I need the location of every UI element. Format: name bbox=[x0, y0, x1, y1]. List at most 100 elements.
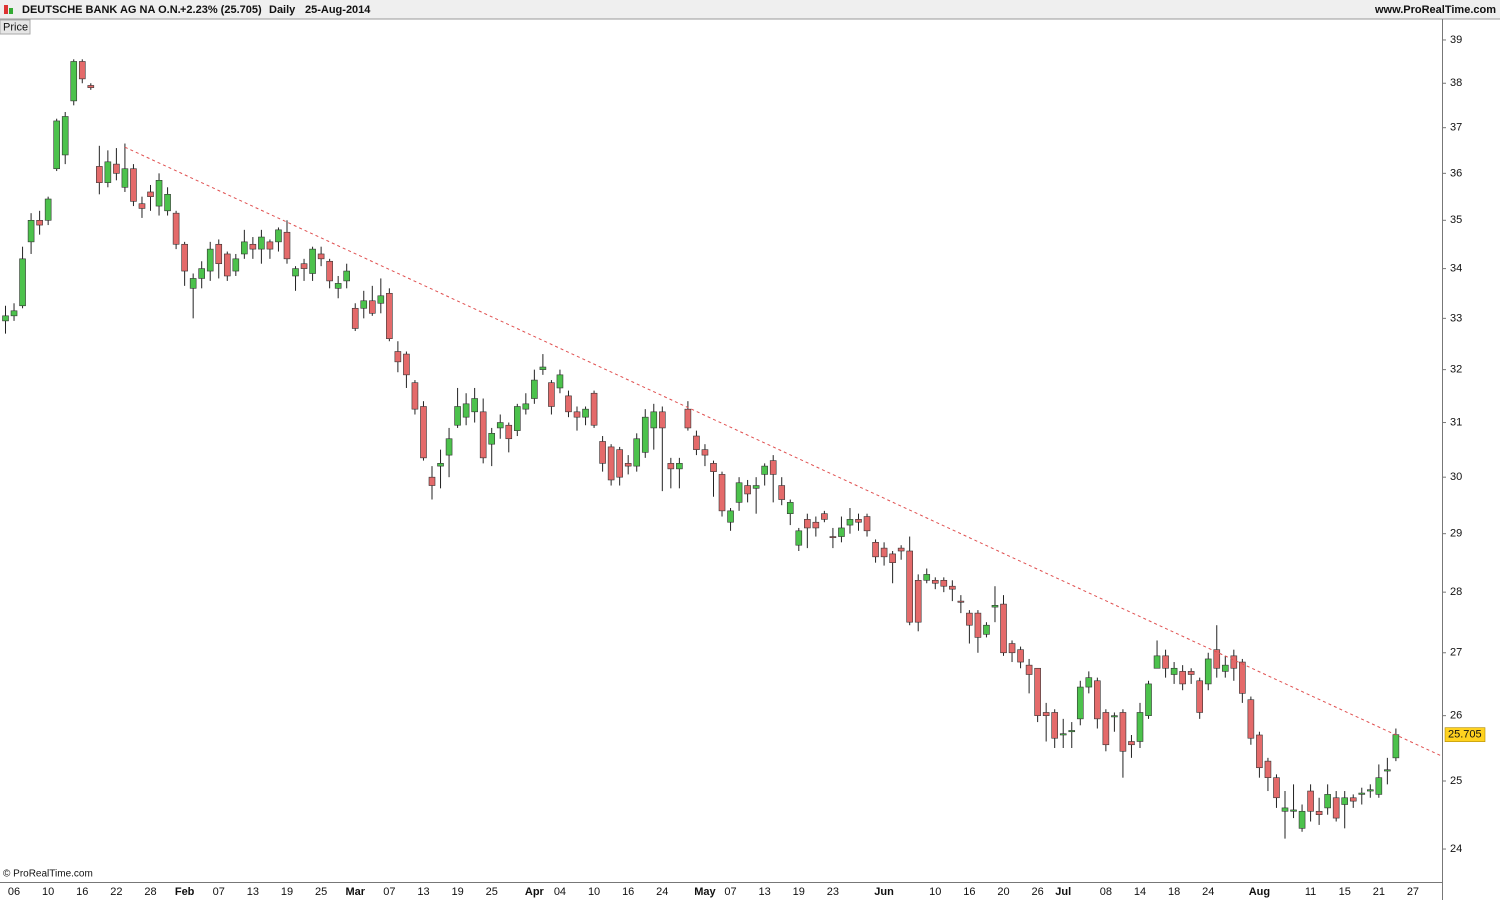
candle-body bbox=[940, 579, 948, 587]
candle-body bbox=[795, 530, 803, 546]
candle-body bbox=[121, 168, 129, 188]
candle-body bbox=[403, 353, 410, 376]
x-tick-label: 06 bbox=[8, 886, 20, 898]
candle-body bbox=[300, 263, 308, 269]
candle-body bbox=[488, 433, 496, 445]
candle-body bbox=[61, 116, 69, 156]
candle-body bbox=[1034, 667, 1041, 716]
x-tick-label: 26 bbox=[1032, 886, 1044, 898]
panel-label-box bbox=[0, 19, 31, 35]
candle-body bbox=[27, 219, 35, 243]
candle-body bbox=[1392, 734, 1400, 759]
candle-body bbox=[113, 163, 120, 174]
x-tick-label: 16 bbox=[76, 886, 88, 898]
x-tick-label: 04 bbox=[554, 886, 566, 898]
candle-body bbox=[624, 463, 632, 467]
x-tick-label: 21 bbox=[1373, 886, 1385, 898]
candle-body bbox=[1273, 777, 1280, 799]
candle-body bbox=[1017, 649, 1024, 663]
x-tick-label: 18 bbox=[1168, 886, 1180, 898]
candle-body bbox=[1068, 730, 1076, 733]
candle-body bbox=[1375, 777, 1383, 795]
candle-body bbox=[138, 203, 146, 209]
candle-body bbox=[1179, 671, 1186, 685]
candle-body bbox=[761, 465, 768, 475]
candle-body bbox=[343, 270, 351, 282]
candle-body bbox=[283, 231, 291, 260]
candle-body bbox=[1239, 661, 1246, 694]
candle-body bbox=[676, 463, 683, 470]
candle-body bbox=[386, 292, 393, 339]
candle-body bbox=[1111, 715, 1118, 718]
x-tick-label: 28 bbox=[144, 886, 156, 898]
candle-body bbox=[821, 513, 828, 520]
x-tick-label: 24 bbox=[656, 886, 668, 898]
candle-body bbox=[744, 485, 751, 495]
candle-body bbox=[1162, 655, 1169, 669]
candle-body bbox=[181, 243, 188, 272]
candle-body bbox=[667, 463, 675, 470]
last-value-box bbox=[1444, 727, 1486, 742]
candle-body bbox=[1059, 733, 1067, 736]
candle-body bbox=[368, 300, 376, 314]
candle-body bbox=[659, 411, 666, 429]
x-tick-label: 16 bbox=[963, 886, 975, 898]
header-icon bbox=[4, 5, 8, 14]
candle-body bbox=[641, 416, 649, 453]
candle-body bbox=[565, 395, 572, 413]
y-tick-label: 33 bbox=[1450, 312, 1462, 324]
candle-body bbox=[505, 424, 513, 440]
candle-body bbox=[223, 253, 231, 277]
watermark: © ProRealTime.com bbox=[3, 869, 93, 880]
x-tick-label: 13 bbox=[417, 886, 429, 898]
candle-body bbox=[1349, 797, 1357, 802]
trendline bbox=[124, 146, 1443, 757]
candle-body bbox=[650, 411, 658, 429]
candle-body bbox=[1341, 797, 1349, 805]
candle-body bbox=[471, 398, 478, 413]
candle-body bbox=[633, 438, 641, 467]
x-tick-label: 19 bbox=[281, 886, 293, 898]
candle-body bbox=[906, 550, 913, 623]
candle-body bbox=[897, 547, 905, 552]
candle-body bbox=[1153, 655, 1161, 669]
candle-body bbox=[1281, 807, 1289, 812]
candle-body bbox=[710, 463, 717, 472]
x-tick-label: 27 bbox=[1407, 886, 1419, 898]
candle-body bbox=[462, 403, 470, 418]
header-icon bbox=[9, 8, 13, 14]
candle-body bbox=[855, 519, 862, 523]
x-tick-label: 10 bbox=[929, 886, 941, 898]
y-tick-label: 39 bbox=[1450, 34, 1462, 46]
candle-body bbox=[351, 307, 359, 329]
last-value-label: 25.705 bbox=[1448, 729, 1482, 741]
y-tick-label: 32 bbox=[1450, 364, 1462, 376]
candle-body bbox=[914, 579, 922, 623]
candle-body bbox=[172, 212, 180, 245]
candle-body bbox=[411, 382, 419, 410]
y-tick-label: 29 bbox=[1450, 528, 1462, 540]
candle-body bbox=[130, 168, 137, 202]
candle-body bbox=[1298, 810, 1306, 829]
candle-body bbox=[292, 268, 299, 277]
candle-body bbox=[437, 463, 444, 467]
date-text: 25-Aug-2014 bbox=[305, 4, 371, 16]
candle-body bbox=[1230, 655, 1238, 669]
y-tick-label: 38 bbox=[1450, 77, 1462, 89]
x-tick-label: 13 bbox=[759, 886, 771, 898]
candle-body bbox=[701, 449, 709, 456]
candle-body bbox=[590, 392, 598, 426]
candle-body bbox=[1324, 794, 1331, 809]
candle-body bbox=[1008, 643, 1016, 654]
candle-body bbox=[215, 243, 223, 265]
x-tick-label: Aug bbox=[1249, 886, 1270, 898]
candle-body bbox=[880, 547, 888, 558]
x-tick-label: 10 bbox=[588, 886, 600, 898]
candle-body bbox=[1315, 810, 1323, 815]
candle-body bbox=[44, 198, 52, 221]
y-tick-label: 36 bbox=[1450, 167, 1462, 179]
candle-body bbox=[949, 585, 956, 590]
candle-body bbox=[1119, 712, 1127, 752]
x-tick-label: 07 bbox=[383, 886, 395, 898]
y-tick-label: 37 bbox=[1450, 122, 1462, 134]
